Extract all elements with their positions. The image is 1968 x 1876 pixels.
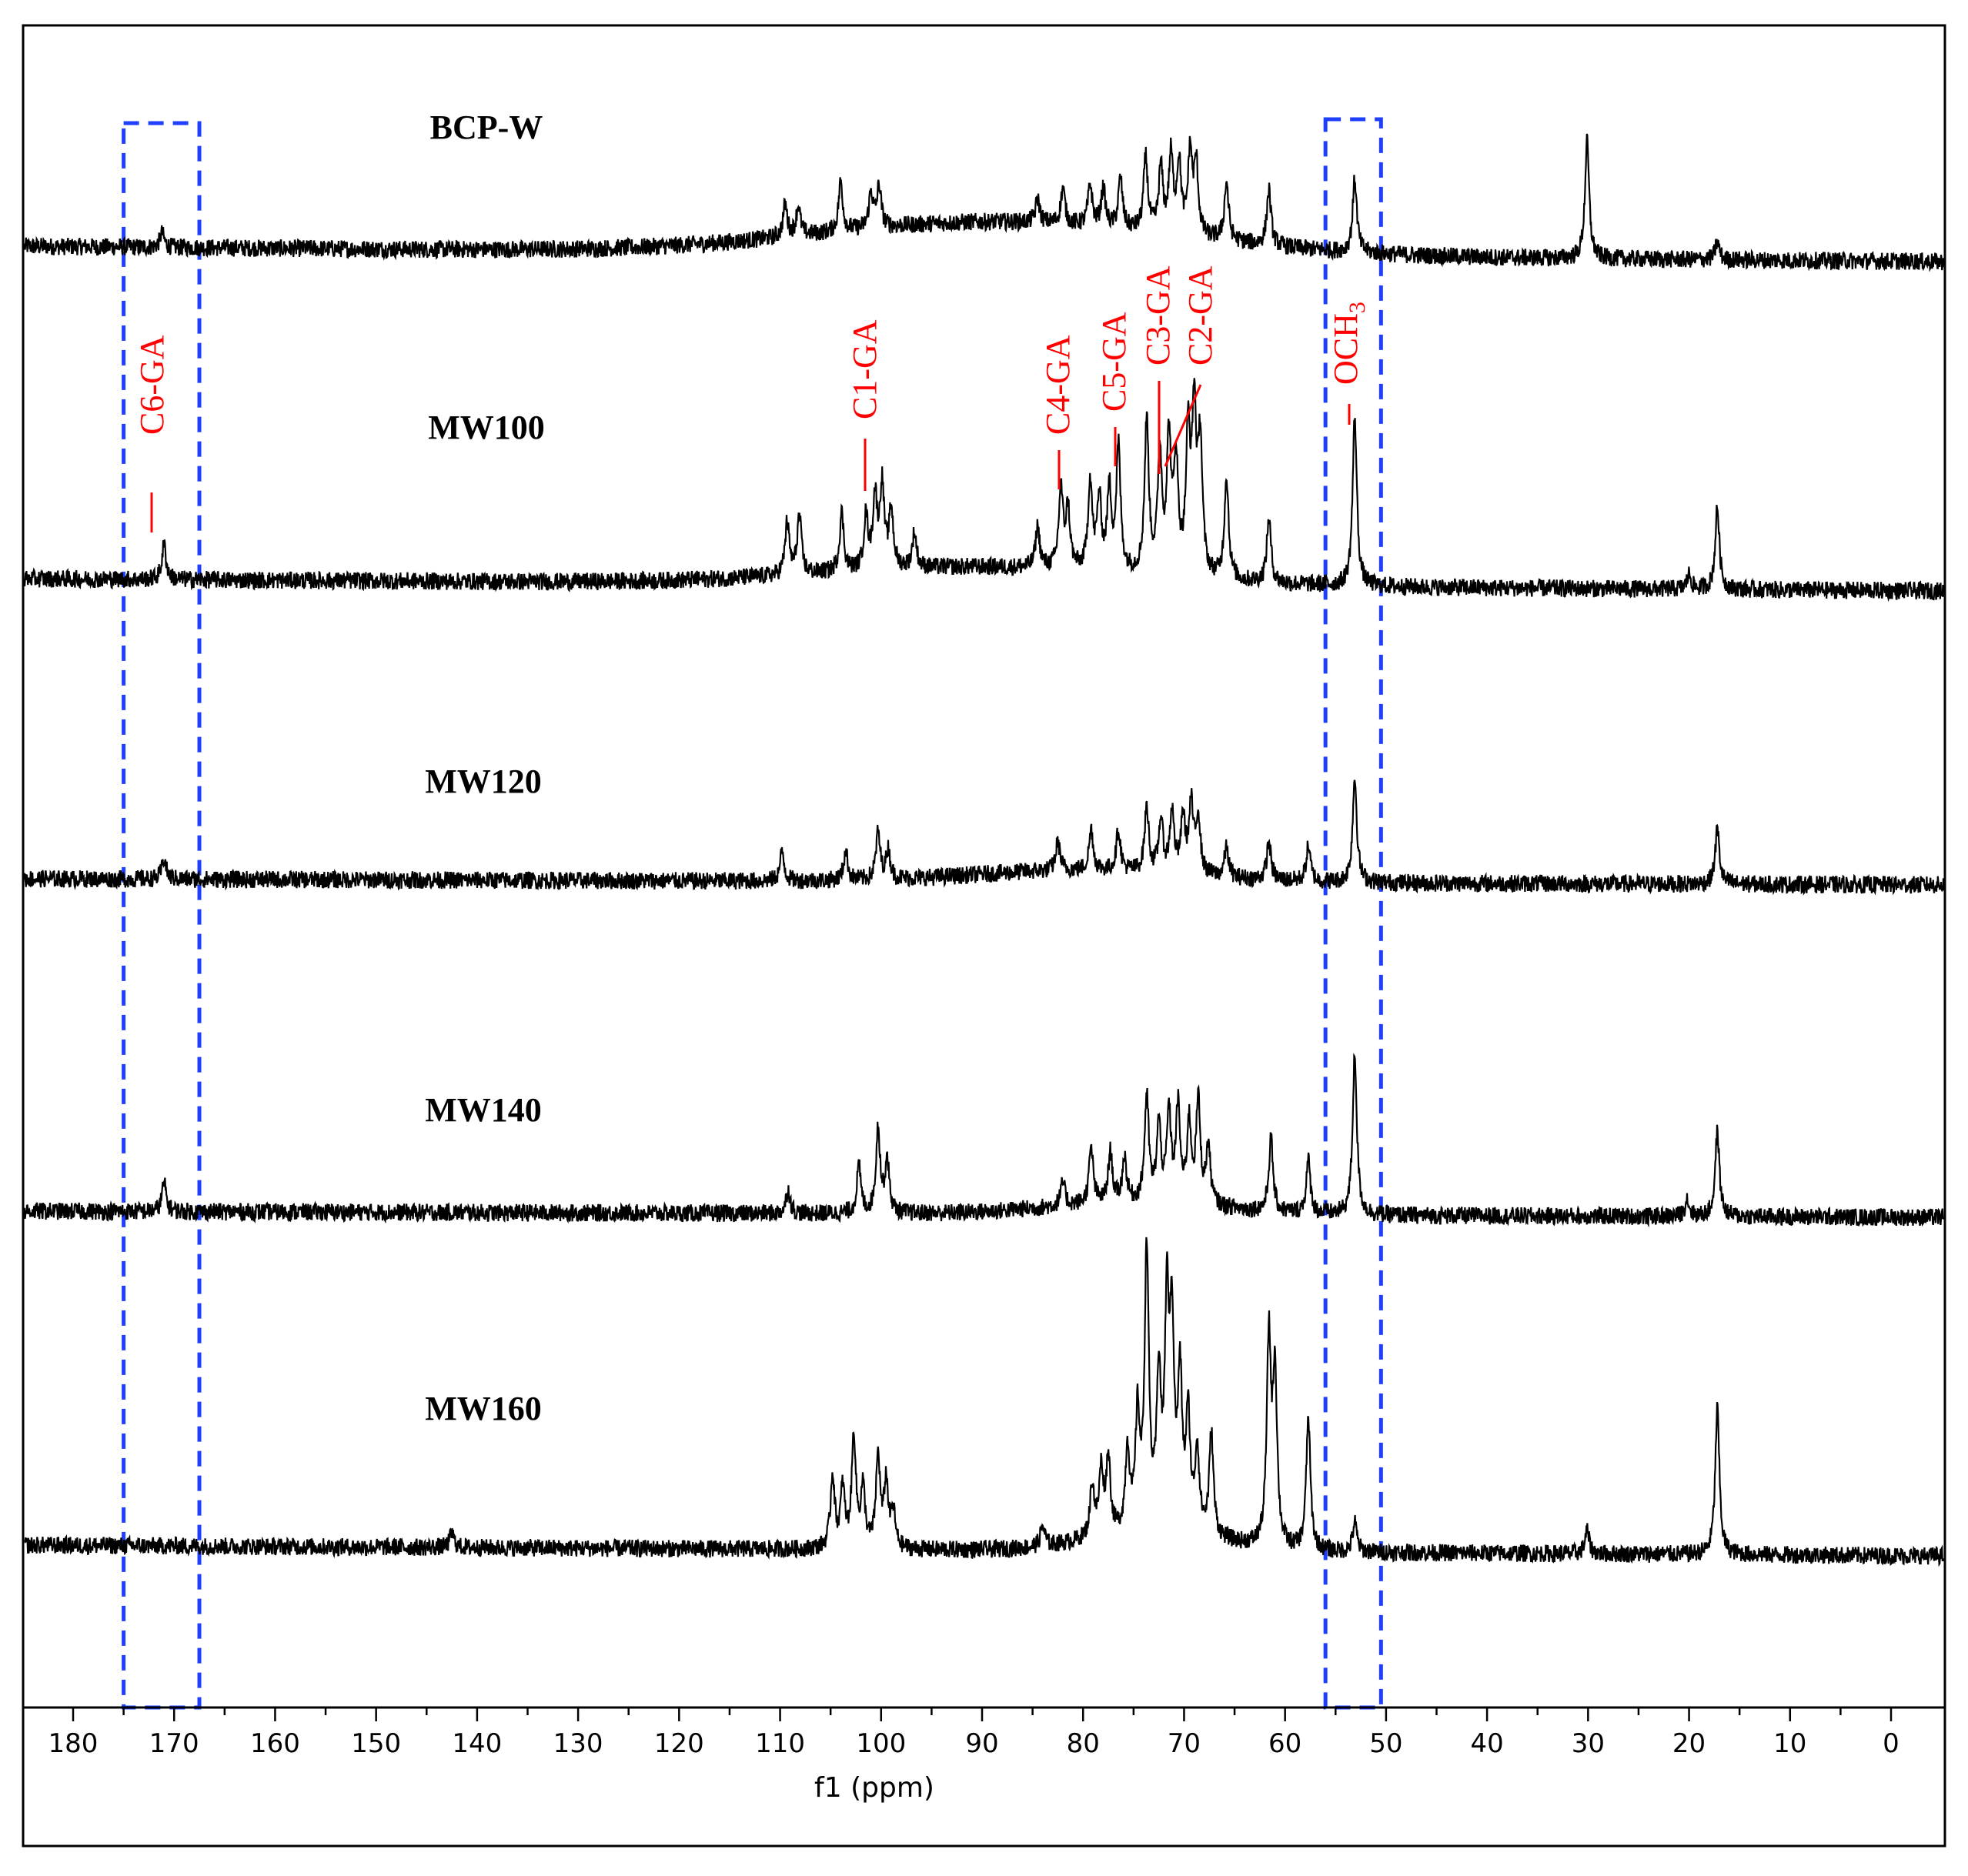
spectrum-line-mw100 bbox=[23, 378, 1945, 603]
spectrum-line-mw120 bbox=[23, 779, 1945, 896]
x-tick-label: 90 bbox=[965, 1728, 998, 1759]
x-tick-label: 30 bbox=[1572, 1728, 1605, 1759]
x-tick-label: 180 bbox=[48, 1728, 99, 1759]
x-tick-label: 160 bbox=[250, 1728, 300, 1759]
sample-label-mw140: MW140 bbox=[425, 1091, 542, 1129]
spectra-group bbox=[23, 133, 1945, 1567]
x-axis: 180 170 160 150 140 130 120 110 100 90 80 70 60 50 40 3… bbox=[23, 1706, 1945, 1759]
x-tick-label: 40 bbox=[1470, 1728, 1503, 1759]
x-tick-label: 130 bbox=[553, 1728, 603, 1759]
x-tick-label: 80 bbox=[1067, 1728, 1100, 1759]
spectrum-line-mw140 bbox=[23, 1053, 1945, 1228]
sample-label-mw160: MW160 bbox=[425, 1390, 542, 1427]
x-tick-label: 100 bbox=[856, 1728, 906, 1759]
x-tick-label: 140 bbox=[452, 1728, 502, 1759]
x-tick-label: 70 bbox=[1168, 1728, 1201, 1759]
peak-annotation-c6-ga: C6-GA bbox=[133, 335, 171, 435]
peak-annotation-c1-ga: C1-GA bbox=[846, 319, 884, 419]
x-tick-label: 0 bbox=[1883, 1728, 1900, 1759]
x-tick-label: 110 bbox=[755, 1728, 805, 1759]
x-tick-label: 20 bbox=[1672, 1728, 1706, 1759]
sample-label-mw120: MW120 bbox=[425, 763, 542, 800]
peak-annotation-c3-ga: C3-GA bbox=[1139, 265, 1177, 366]
annotation-leader-6 bbox=[1164, 384, 1202, 467]
sample-label-bcp-w: BCP-W bbox=[430, 108, 543, 146]
x-tick-label: 120 bbox=[654, 1728, 704, 1759]
peak-annotation-c4-ga: C4-GA bbox=[1039, 335, 1077, 435]
x-tick-label: 50 bbox=[1369, 1728, 1402, 1759]
highlight-boxes bbox=[122, 117, 1383, 1710]
peak-annotation-och: OCH3 bbox=[1327, 302, 1370, 385]
x-tick-label: 170 bbox=[149, 1728, 199, 1759]
highlight-box-2 bbox=[1323, 117, 1383, 1710]
sample-labels-group: BCP-W MW100 MW120 MW140 MW160 bbox=[425, 108, 545, 1427]
peak-annotation-subscript: 3 bbox=[1345, 302, 1370, 313]
spectrum-line-bcp-w bbox=[23, 133, 1945, 272]
peak-annotation-c2-ga: C2-GA bbox=[1181, 265, 1219, 366]
x-tick-label: 10 bbox=[1773, 1728, 1806, 1759]
x-axis-title: f1 (ppm) bbox=[814, 1772, 934, 1804]
spectrum-line-mw160 bbox=[24, 1237, 1945, 1567]
sample-label-mw100: MW100 bbox=[428, 409, 545, 446]
peak-annotations-group: C6-GA C1-GA C4-GA C5-GA C3-GA C2-GA OCH3 bbox=[133, 265, 1370, 532]
x-tick-label: 150 bbox=[351, 1728, 401, 1759]
outer-frame bbox=[22, 24, 1946, 1848]
peak-annotation-c5-ga: C5-GA bbox=[1095, 312, 1133, 412]
x-tick-label: 60 bbox=[1268, 1728, 1301, 1759]
highlight-box-1 bbox=[122, 121, 202, 1710]
